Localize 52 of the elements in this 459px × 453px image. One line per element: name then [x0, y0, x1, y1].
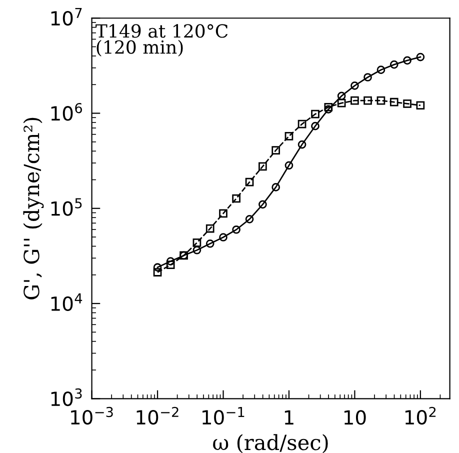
- point: [219, 233, 228, 242]
- point: [153, 268, 162, 276]
- point: [364, 96, 372, 105]
- point: [311, 122, 320, 130]
- x-tick-label: 10$^{2}$: [405, 406, 436, 425]
- y-tick-label: 10$^{7}$: [51, 8, 82, 26]
- point: [403, 100, 412, 108]
- point: [298, 120, 306, 128]
- point: [166, 260, 175, 270]
- point: [153, 263, 162, 272]
- point: [206, 239, 214, 248]
- point: [364, 73, 372, 82]
- point: [376, 96, 386, 105]
- x-tick-label: 1: [284, 410, 294, 425]
- point: [390, 60, 398, 69]
- point: [350, 81, 359, 90]
- point: [272, 146, 280, 154]
- point: [284, 161, 294, 170]
- point: [416, 52, 425, 62]
- point: [245, 215, 254, 224]
- x-tick-label: 10$^{−3}$: [71, 406, 113, 425]
- x-tick-label: 10: [344, 410, 366, 425]
- annotation: T149 at 120°C (120 min): [96, 24, 228, 56]
- point: [232, 225, 240, 234]
- x-tick-label: 10$^{−1}$: [202, 407, 244, 425]
- x-axis-title: ω (rad/sec): [213, 434, 328, 453]
- point: [258, 200, 267, 209]
- point: [390, 98, 398, 106]
- point: [192, 238, 202, 247]
- y-axis-title: G', G'' (dyne/cm²): [23, 118, 44, 300]
- point: [219, 209, 228, 218]
- point: [324, 102, 333, 112]
- y-tick-label: 10$^{5}$: [51, 198, 82, 216]
- point: [245, 178, 254, 186]
- y-tick-label: 10$^{3}$: [51, 388, 82, 406]
- point: [298, 140, 306, 149]
- point: [376, 66, 386, 74]
- point: [232, 194, 240, 203]
- point: [206, 224, 214, 233]
- point: [284, 132, 294, 140]
- point: [337, 98, 346, 108]
- point: [337, 92, 346, 100]
- point: [416, 101, 425, 110]
- y-tick-label: 10$^{6}$: [51, 102, 82, 121]
- point: [272, 183, 280, 192]
- point: [403, 56, 412, 65]
- x-tick-label: 10$^{−2}$: [136, 406, 178, 425]
- y-tick-label: 10$^{4}$: [51, 293, 82, 312]
- point: [311, 110, 320, 118]
- point: [258, 162, 267, 171]
- point: [350, 96, 359, 105]
- point: [192, 246, 202, 254]
